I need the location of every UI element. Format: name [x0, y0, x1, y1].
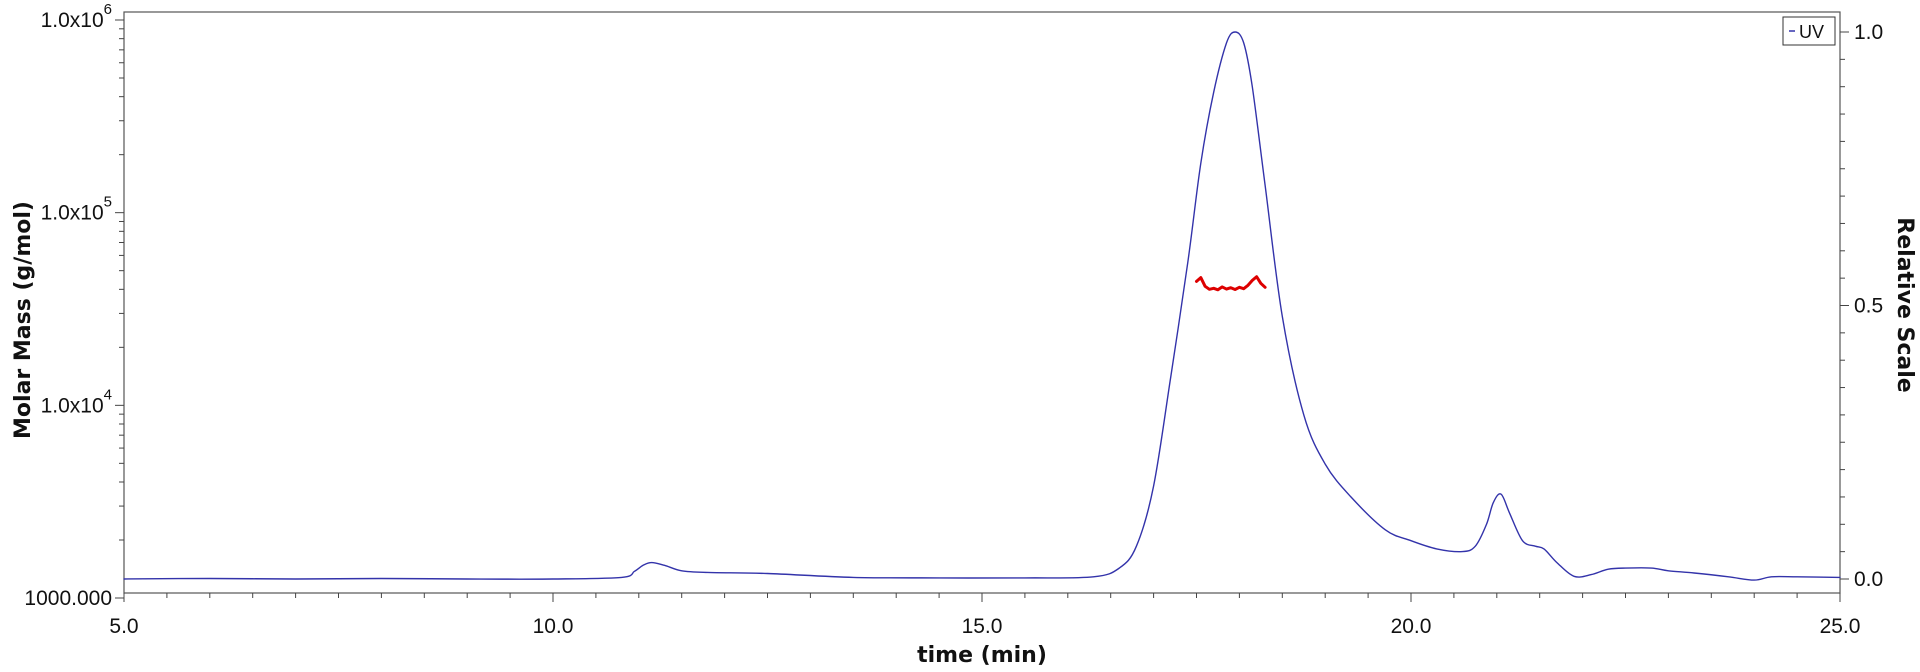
x-axis-title: time (min) [917, 643, 1047, 668]
y-right-axis-ticks: 1.0 0.5 0.0 [1840, 21, 1883, 591]
y-right-tick-label: 0.0 [1854, 568, 1883, 591]
x-tick-label: 20.0 [1391, 615, 1432, 638]
molar-mass-series-line [1195, 275, 1267, 292]
x-tick-label: 25.0 [1820, 615, 1861, 638]
x-tick-label: 15.0 [962, 615, 1003, 638]
uv-series-line [123, 31, 1841, 581]
x-tick-label: 5.0 [109, 615, 138, 638]
y-right-tick-label: 0.5 [1854, 295, 1883, 318]
y-left-tick-label: 1.0x106 [41, 1, 112, 32]
y-left-axis-title: Molar Mass (g/mol) [11, 201, 36, 439]
y-left-tick-label: 1000.000 [24, 587, 112, 610]
series-layer [123, 31, 1841, 581]
y-left-axis-ticks: 1.0x106 1.0x105 1.0x104 1000.000 [24, 1, 124, 610]
y-right-tick-label: 1.0 [1854, 21, 1883, 44]
y-left-tick-label: 1.0x104 [41, 386, 112, 417]
legend: UV [1782, 16, 1836, 46]
plot-frame [123, 11, 1841, 594]
y-right-axis-title: Relative Scale [1892, 217, 1917, 392]
y-left-tick-label: 1.0x105 [41, 194, 112, 225]
x-tick-label: 10.0 [533, 615, 574, 638]
x-axis-ticks: 5.0 10.0 15.0 20.0 25.0 [109, 593, 1860, 638]
legend-label-uv: UV [1799, 22, 1824, 42]
